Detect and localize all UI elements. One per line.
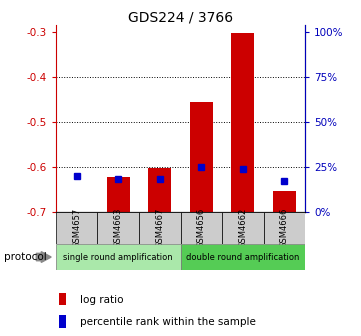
- Text: log ratio: log ratio: [80, 295, 123, 304]
- FancyArrow shape: [36, 252, 51, 262]
- Text: percentile rank within the sample: percentile rank within the sample: [80, 317, 256, 327]
- Text: single round amplification: single round amplification: [64, 253, 173, 261]
- Bar: [231, 33, 254, 212]
- Title: GDS224 / 3766: GDS224 / 3766: [128, 10, 233, 24]
- Text: double round amplification: double round amplification: [186, 253, 300, 261]
- Bar: [107, 177, 130, 212]
- Bar: [59, 293, 66, 305]
- Bar: [59, 316, 66, 328]
- Bar: [180, 212, 222, 244]
- Text: protocol: protocol: [4, 252, 46, 262]
- Bar: [273, 192, 296, 212]
- Text: GSM4663: GSM4663: [114, 207, 123, 248]
- Bar: [139, 212, 180, 244]
- Text: GSM4656: GSM4656: [197, 208, 206, 248]
- Text: GSM4657: GSM4657: [72, 208, 81, 248]
- Text: GSM4667: GSM4667: [155, 207, 164, 248]
- Bar: [190, 101, 213, 212]
- Bar: [148, 168, 171, 212]
- Bar: [56, 244, 180, 270]
- Bar: [56, 212, 97, 244]
- Bar: [97, 212, 139, 244]
- Bar: [180, 244, 305, 270]
- Text: GSM4666: GSM4666: [280, 207, 289, 248]
- Bar: [264, 212, 305, 244]
- Bar: [222, 212, 264, 244]
- Text: GSM4662: GSM4662: [238, 208, 247, 248]
